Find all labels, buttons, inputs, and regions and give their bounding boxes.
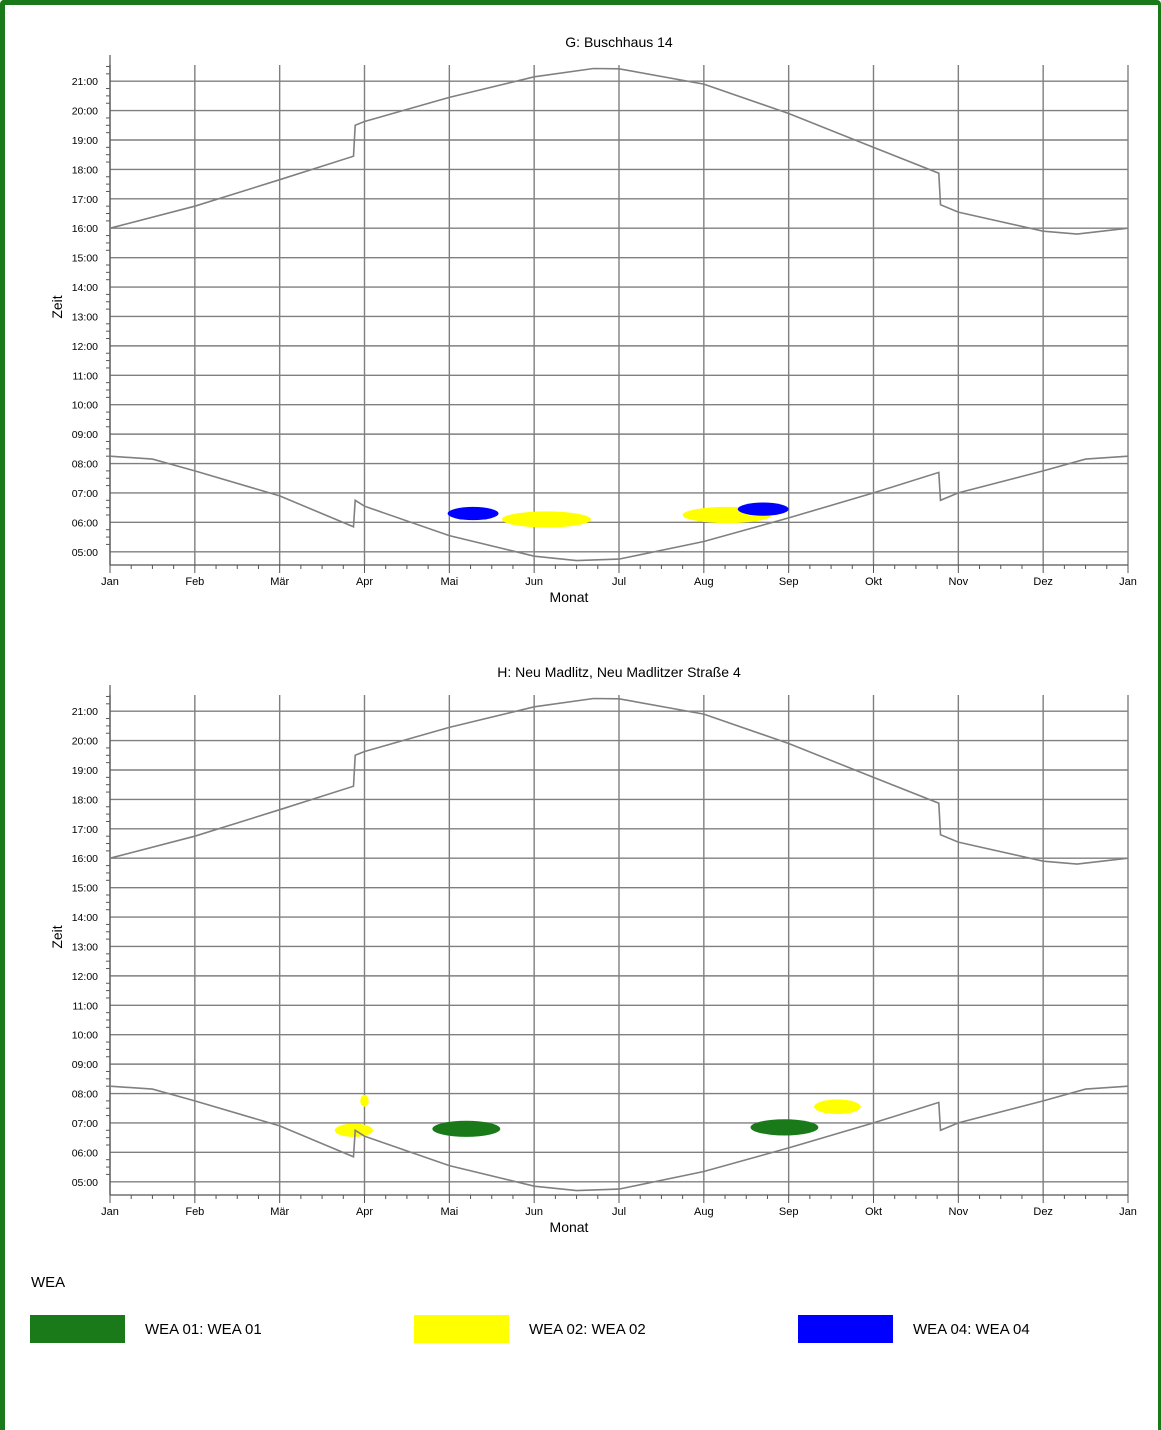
x-tick-label: Aug — [694, 576, 714, 588]
y-tick-label: 13:00 — [72, 311, 98, 323]
shadow-area-wea-02 — [501, 511, 592, 528]
shadow-area-wea-02 — [334, 1123, 373, 1137]
legend-swatch-wea-01 — [30, 1315, 125, 1343]
y-tick-label: 15:00 — [72, 883, 98, 895]
legend-title: WEA — [31, 1274, 66, 1291]
sunset-line — [109, 697, 1129, 865]
y-tick-label: 05:00 — [72, 547, 98, 559]
y-tick-label: 06:00 — [72, 517, 98, 529]
y-tick-label: 14:00 — [72, 912, 98, 924]
y-tick-label: 19:00 — [72, 765, 98, 777]
x-tick-label: Jan — [101, 1206, 119, 1218]
y-tick-label: 21:00 — [72, 76, 98, 88]
sunrise-line — [109, 455, 1129, 562]
x-tick-label: Nov — [949, 576, 969, 588]
x-tick-label: Mai — [440, 1206, 458, 1218]
legend-swatch-wea-02 — [414, 1315, 509, 1343]
y-tick-label: 07:00 — [72, 1118, 98, 1130]
x-tick-label: Jun — [525, 576, 543, 588]
y-tick-label: 21:00 — [72, 706, 98, 718]
y-tick-label: 12:00 — [72, 341, 98, 353]
y-tick-label: 20:00 — [72, 736, 98, 748]
y-tick-label: 10:00 — [72, 1030, 98, 1042]
legend-item-wea-04: WEA 04: WEA 04 — [798, 1315, 1030, 1343]
sunrise-line — [109, 1085, 1129, 1192]
legend-label-wea-02: WEA 02: WEA 02 — [529, 1320, 646, 1338]
y-axis-label: Zeit — [49, 925, 65, 948]
x-tick-label: Sep — [779, 1206, 799, 1218]
y-tick-label: 05:00 — [72, 1177, 98, 1189]
y-tick-label: 09:00 — [72, 1059, 98, 1071]
y-tick-label: 08:00 — [72, 459, 98, 471]
x-tick-label: Mär — [270, 1206, 289, 1218]
shadow-area-wea-01 — [432, 1120, 501, 1137]
y-tick-label: 10:00 — [72, 400, 98, 412]
shadow-area-wea-01 — [750, 1119, 819, 1136]
x-tick-label: Feb — [185, 576, 204, 588]
x-axis-label: Monat — [550, 589, 589, 605]
x-tick-label: Aug — [694, 1206, 714, 1218]
shadow-area-wea-04 — [447, 506, 499, 521]
y-tick-label: 20:00 — [72, 106, 98, 118]
y-tick-label: 16:00 — [72, 853, 98, 865]
y-tick-label: 06:00 — [72, 1147, 98, 1159]
y-tick-label: 12:00 — [72, 971, 98, 983]
y-tick-label: 13:00 — [72, 941, 98, 953]
y-tick-label: 19:00 — [72, 135, 98, 147]
x-tick-label: Jul — [612, 1206, 626, 1218]
x-tick-label: Okt — [865, 1206, 882, 1218]
y-tick-label: 11:00 — [73, 370, 99, 382]
legend-swatch-wea-04 — [798, 1315, 893, 1343]
sunset-line — [109, 67, 1129, 235]
y-tick-label: 17:00 — [72, 824, 98, 836]
y-tick-label: 11:00 — [73, 1000, 99, 1012]
x-tick-label: Okt — [865, 576, 882, 588]
x-tick-label: Mai — [440, 576, 458, 588]
x-tick-label: Jan — [1119, 576, 1137, 588]
shadow-area-wea-02 — [360, 1095, 369, 1107]
chart-neu-madlitz: H: Neu Madlitz, Neu Madlitzer Straße 4 05… — [49, 664, 1137, 1235]
legend-label-wea-04: WEA 04: WEA 04 — [913, 1320, 1030, 1338]
y-tick-label: 16:00 — [72, 223, 98, 235]
chart-buschhaus: G: Buschhaus 14 05:00 06:00 07:00 08:00 09:00… — [49, 34, 1137, 605]
legend-label-wea-01: WEA 01: WEA 01 — [145, 1320, 262, 1338]
y-tick-label: 18:00 — [72, 794, 98, 806]
y-tick-label: 08:00 — [72, 1089, 98, 1101]
y-tick-label: 14:00 — [72, 282, 98, 294]
x-tick-label: Apr — [356, 1206, 373, 1218]
x-tick-label: Feb — [185, 1206, 204, 1218]
x-axis-label: Monat — [550, 1219, 589, 1235]
y-tick-label: 15:00 — [72, 253, 98, 265]
x-tick-label: Jun — [525, 1206, 543, 1218]
x-tick-label: Nov — [949, 1206, 969, 1218]
x-tick-label: Mär — [270, 576, 289, 588]
y-axis-label: Zeit — [49, 295, 65, 318]
x-tick-label: Jan — [1119, 1206, 1137, 1218]
legend-item-wea-02: WEA 02: WEA 02 — [414, 1315, 646, 1343]
y-tick-label: 09:00 — [72, 429, 98, 441]
shadow-area-wea-04 — [737, 502, 789, 516]
y-tick-label: 07:00 — [72, 488, 98, 500]
chart-title: G: Buschhaus 14 — [565, 34, 673, 50]
x-tick-label: Jul — [612, 576, 626, 588]
x-tick-label: Dez — [1033, 1206, 1053, 1218]
chart-title: H: Neu Madlitz, Neu Madlitzer Straße 4 — [497, 664, 741, 680]
shadow-area-wea-02 — [814, 1099, 861, 1115]
x-tick-label: Sep — [779, 576, 799, 588]
x-tick-label: Apr — [356, 576, 373, 588]
legend-item-wea-01: WEA 01: WEA 01 — [30, 1315, 262, 1343]
y-tick-label: 18:00 — [72, 164, 98, 176]
y-tick-label: 17:00 — [72, 194, 98, 206]
x-tick-label: Jan — [101, 576, 119, 588]
x-tick-label: Dez — [1033, 576, 1053, 588]
